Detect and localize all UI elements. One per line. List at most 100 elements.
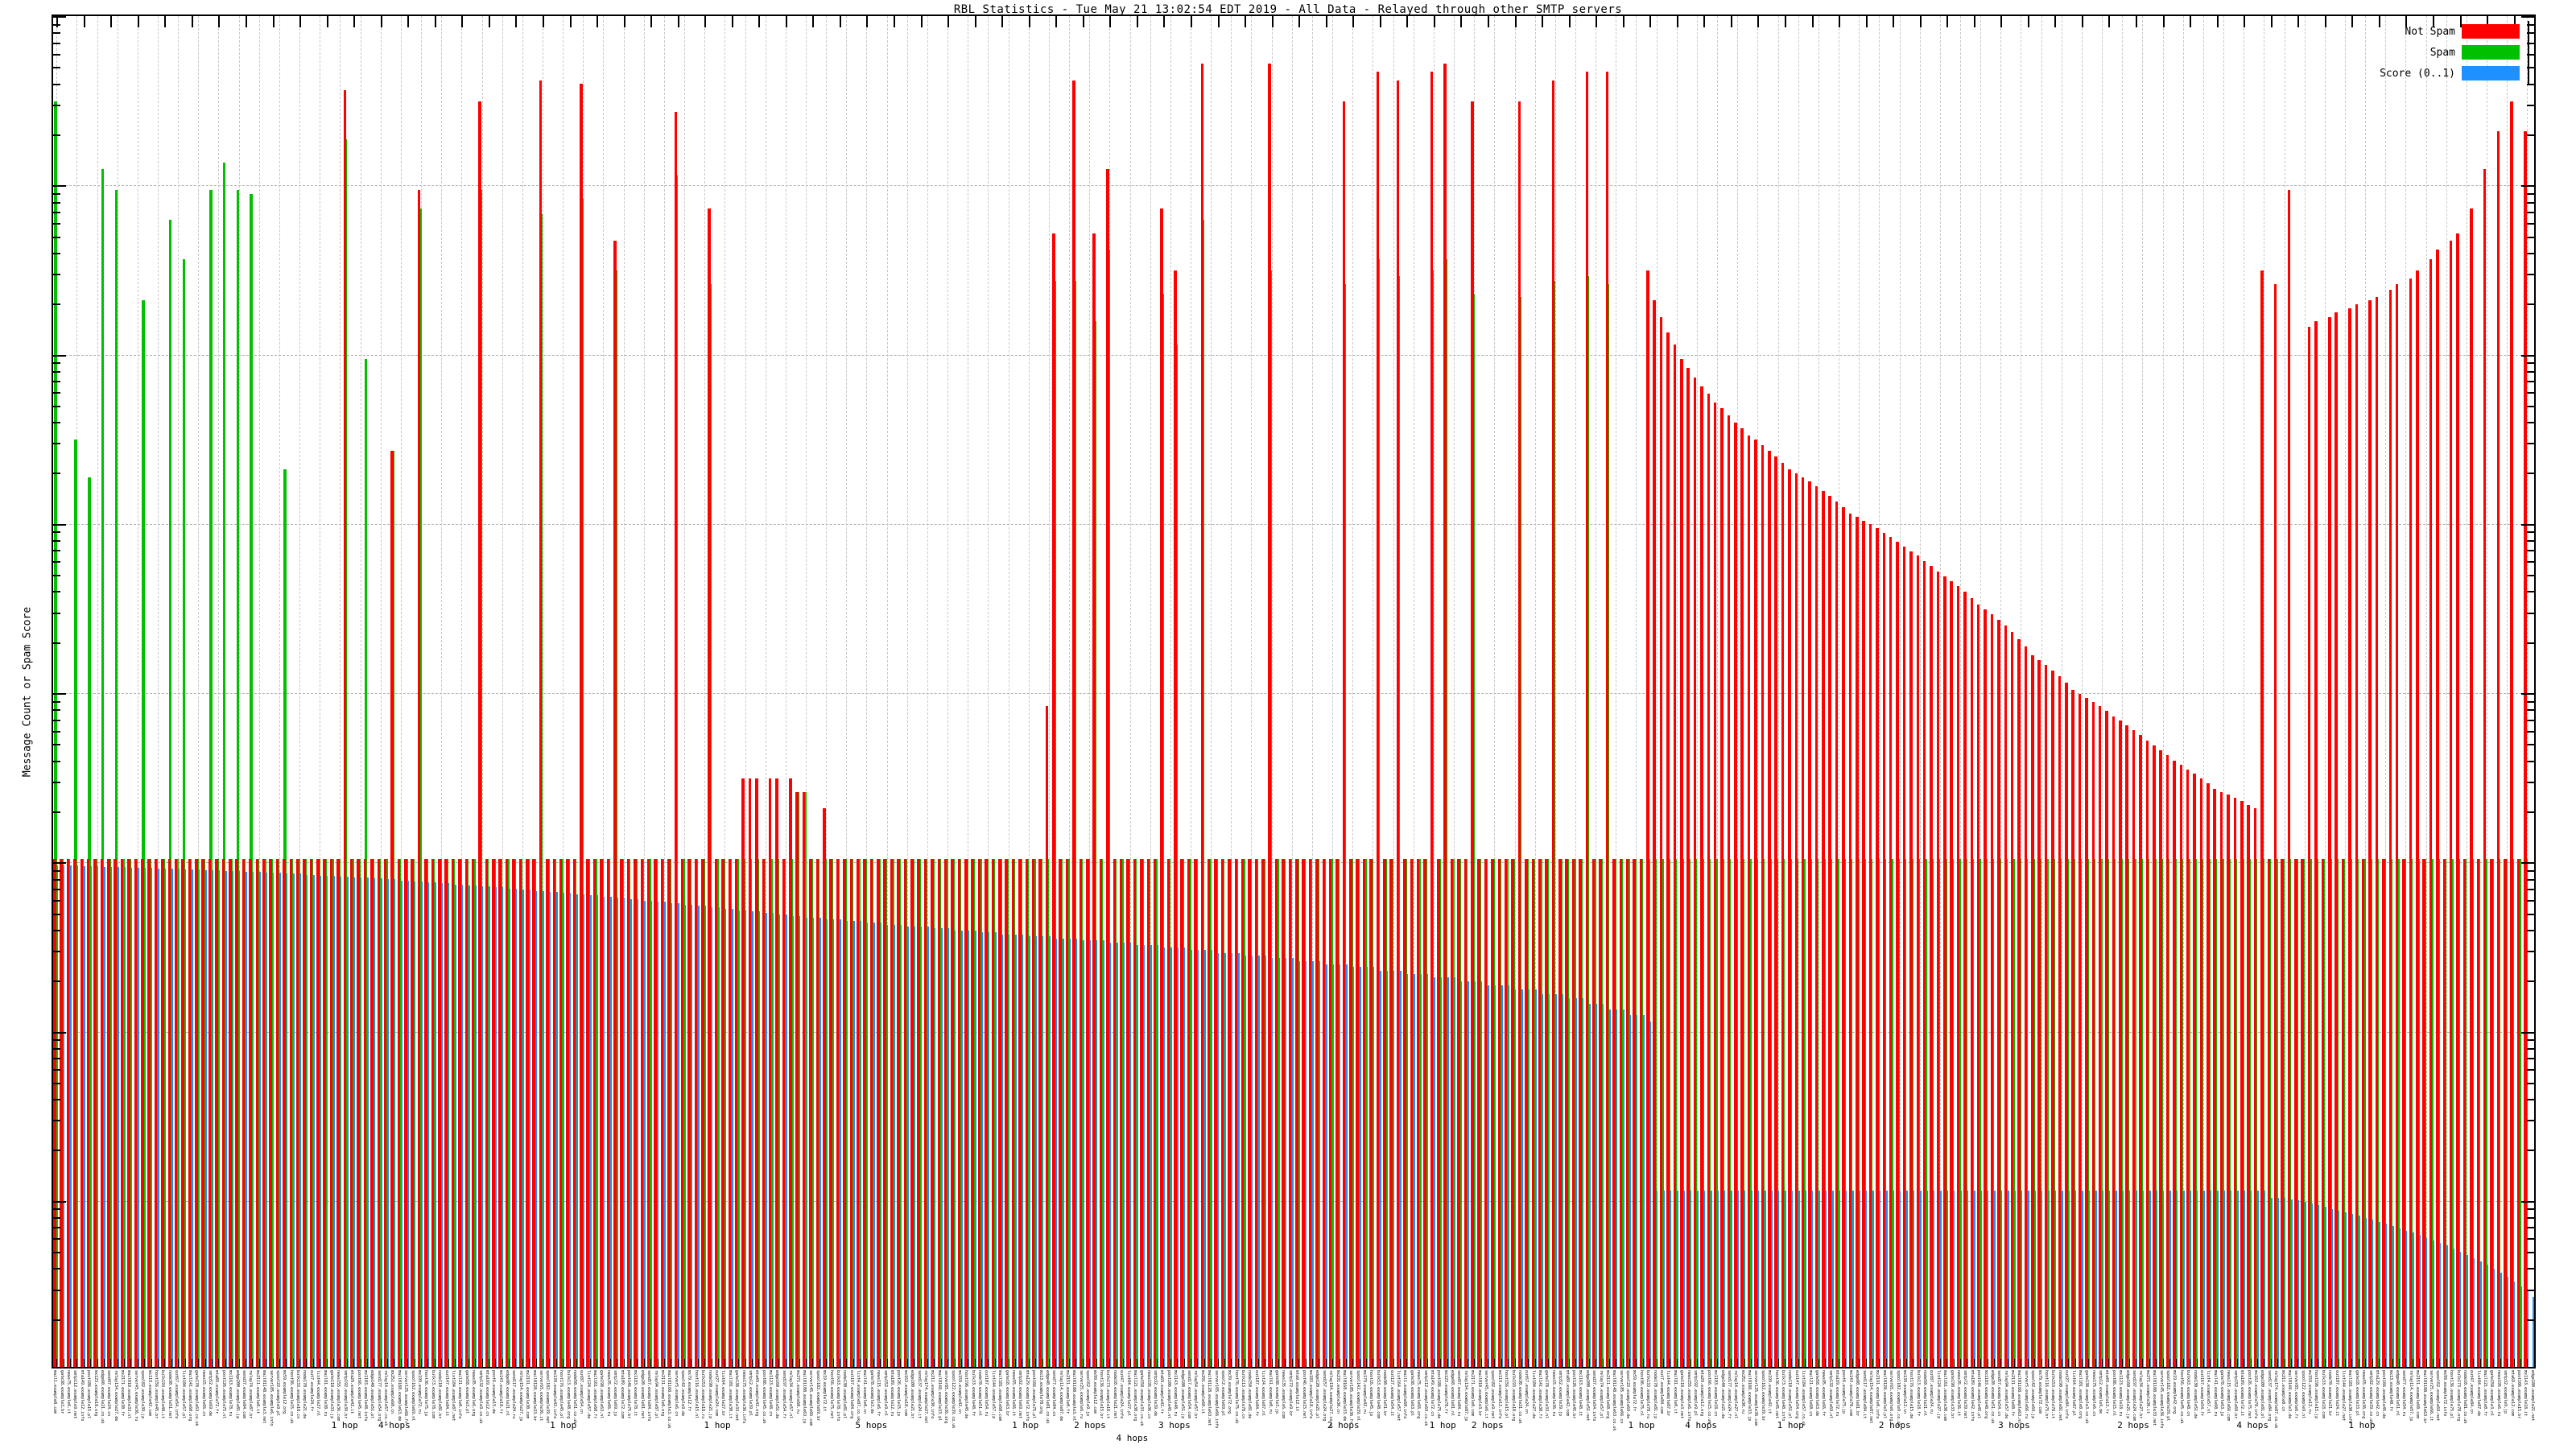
x-axis-tick bbox=[1278, 1359, 1280, 1367]
x-axis-tick bbox=[1001, 1359, 1003, 1367]
x-axis-tick-label: spool82.example9.net bbox=[1490, 1370, 1496, 1419]
x-axis-tick bbox=[1933, 1359, 1934, 1367]
x-axis-group-label: 1 hop bbox=[1429, 1420, 1456, 1430]
bar-not-spam bbox=[1194, 859, 1197, 1367]
x-axis-tick bbox=[880, 1359, 881, 1367]
bar-not-spam bbox=[242, 859, 246, 1367]
x-axis-tick bbox=[697, 1359, 699, 1367]
x-axis-tick-label: list4.example87.co.uk bbox=[856, 1370, 861, 1422]
bar-not-spam bbox=[977, 859, 981, 1367]
y-axis-tick-minor bbox=[53, 422, 60, 424]
bar-not-spam bbox=[843, 859, 846, 1367]
x-axis-tick-label: edge180.example51.jp bbox=[1179, 1370, 1185, 1419]
bar-not-spam bbox=[1437, 859, 1440, 1367]
x-axis-tick bbox=[1150, 1359, 1151, 1367]
x-axis-tick bbox=[1311, 1359, 1313, 1367]
bar-not-spam bbox=[1856, 517, 1859, 1367]
x-axis-tick bbox=[1629, 1359, 1631, 1367]
x-axis-tick-label: list144.example57.jp bbox=[990, 1370, 996, 1419]
x-axis-tick-label: news95.example6.org bbox=[471, 1370, 477, 1417]
bar-not-spam bbox=[640, 859, 644, 1367]
y-axis-tick-minor bbox=[2527, 980, 2534, 983]
bar-not-spam bbox=[680, 859, 684, 1367]
x-axis-tick bbox=[2459, 1359, 2461, 1367]
x-axis-tick bbox=[238, 1359, 240, 1367]
bar-not-spam bbox=[2422, 859, 2425, 1367]
bar-not-spam bbox=[917, 859, 920, 1367]
y-axis-tick-major bbox=[53, 1031, 66, 1034]
x-axis-tick bbox=[522, 1359, 523, 1367]
bar-spam bbox=[114, 189, 118, 1367]
x-axis-tick-top bbox=[2487, 16, 2489, 27]
x-axis-tick bbox=[974, 1359, 976, 1367]
x-axis-tick bbox=[1649, 1359, 1651, 1367]
y-axis-tick-minor bbox=[53, 381, 60, 383]
x-axis-tick-label: mx59.example72.fr bbox=[1632, 1370, 1637, 1412]
x-axis-tick-label: bulk113.example78.cn bbox=[1241, 1370, 1246, 1419]
x-axis-tick-label: spool2.example69.pl bbox=[1220, 1370, 1225, 1417]
x-axis-tick-label: bulk173.example18.it bbox=[1105, 1370, 1111, 1419]
x-axis-tick-top bbox=[1676, 16, 1678, 27]
x-axis-tick bbox=[852, 1359, 854, 1367]
x-axis-group-label: 3 hops bbox=[1158, 1420, 1191, 1430]
x-axis-tick-label: mx1163.example48.it bbox=[1578, 1370, 1583, 1417]
x-axis-tick-top bbox=[1217, 16, 1220, 27]
x-axis-group-label: 2 hops bbox=[1878, 1420, 1911, 1430]
x-axis-tick bbox=[1332, 1359, 1334, 1367]
x-axis-tick-label: news75.example66.org bbox=[1416, 1370, 1422, 1419]
x-axis-tick bbox=[637, 1359, 638, 1367]
x-axis-tick-label: gate18.example33.pl bbox=[2354, 1370, 2359, 1417]
bar-not-spam bbox=[526, 859, 529, 1367]
gridline-vertical bbox=[643, 16, 645, 1367]
x-axis-tick-label: news135.example6.com bbox=[1281, 1370, 1286, 1419]
bar-not-spam bbox=[1734, 422, 1737, 1367]
bar-not-spam bbox=[303, 859, 306, 1367]
bar-not-spam bbox=[249, 859, 252, 1367]
x-axis-tick-label: mx1183.example48.org bbox=[1983, 1370, 1988, 1419]
bar-not-spam bbox=[782, 859, 786, 1367]
x-axis-tick-label: mx271.example60.ru bbox=[795, 1370, 800, 1414]
bar-not-spam bbox=[2402, 859, 2405, 1367]
bar-not-spam bbox=[2355, 303, 2359, 1367]
x-axis-tick bbox=[2000, 1359, 2002, 1367]
bar-not-spam bbox=[2496, 130, 2500, 1367]
bar-not-spam bbox=[53, 859, 56, 1367]
bar-not-spam bbox=[1902, 547, 1906, 1367]
bar-not-spam bbox=[701, 859, 704, 1367]
x-axis-tick-label: mta29.example42.it bbox=[349, 1370, 355, 1414]
y-axis-tick-minor bbox=[2527, 392, 2534, 394]
x-axis-tick-label: mail81.example30.ru bbox=[322, 1370, 328, 1417]
x-axis-tick-label: mail0168.example33.de bbox=[1341, 1370, 1347, 1422]
bar-not-spam bbox=[1950, 580, 1953, 1367]
y-axis-tick-minor bbox=[2527, 1058, 2534, 1060]
bar-not-spam bbox=[768, 778, 772, 1367]
bar-not-spam bbox=[1930, 566, 1933, 1367]
y-axis-tick-minor bbox=[2527, 550, 2534, 552]
x-axis-tick-label: bulk33.example48.fr bbox=[970, 1370, 976, 1417]
x-axis-tick bbox=[724, 1359, 726, 1367]
bar-not-spam bbox=[1808, 481, 1811, 1367]
x-axis-tick-label: mx1143.example18.it bbox=[2523, 1370, 2529, 1417]
x-axis-tick-label: mx179.example42.ru bbox=[1362, 1370, 1368, 1414]
x-axis-tick-label: news115.example6.fr bbox=[876, 1370, 881, 1417]
y-axis-tick-minor bbox=[2527, 540, 2534, 543]
x-axis-tick-label: server5.example6.cn bbox=[673, 1370, 679, 1417]
bar-not-spam bbox=[2490, 859, 2493, 1367]
x-axis-tick bbox=[832, 1359, 834, 1367]
x-axis-tick bbox=[2270, 1359, 2272, 1367]
gridline-vertical bbox=[198, 16, 200, 1367]
x-axis-tick-label: news115.example66.com bbox=[2226, 1370, 2231, 1422]
y-axis-tick-minor bbox=[2527, 760, 2534, 762]
bar-not-spam bbox=[1599, 859, 1602, 1367]
x-axis-tick-label: mx143.example78.com bbox=[1847, 1370, 1853, 1417]
gridline-vertical bbox=[1474, 16, 1476, 1367]
x-axis-tick bbox=[1291, 1359, 1293, 1367]
bar-not-spam bbox=[674, 112, 678, 1367]
bar-not-spam bbox=[985, 859, 988, 1367]
gridline-vertical bbox=[1069, 16, 1071, 1367]
bar-not-spam bbox=[1828, 496, 1831, 1367]
y-axis-tick-minor bbox=[2527, 1047, 2534, 1050]
x-axis-tick bbox=[954, 1359, 956, 1367]
x-axis-tick bbox=[1480, 1359, 1482, 1367]
gridline-vertical bbox=[906, 16, 908, 1367]
